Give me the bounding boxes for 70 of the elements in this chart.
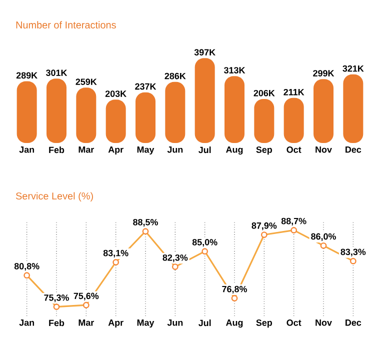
data-label: 88,7% bbox=[281, 218, 306, 226]
x-tick-label: Jul bbox=[198, 146, 211, 154]
bar bbox=[224, 76, 245, 143]
chart-title: Service Level (%) bbox=[16, 192, 93, 202]
data-label: 88,5% bbox=[133, 219, 158, 227]
x-tick-label: Jul bbox=[198, 320, 211, 326]
data-label: 203K bbox=[105, 90, 126, 97]
data-label: 313K bbox=[224, 67, 246, 74]
point bbox=[112, 259, 120, 266]
data-label: 76,8% bbox=[222, 286, 247, 294]
data-label: 75,3% bbox=[44, 294, 69, 302]
data-label: 286K bbox=[164, 72, 186, 80]
data-label: 87,9% bbox=[252, 222, 277, 230]
point bbox=[231, 295, 238, 302]
x-tick-label: Feb bbox=[49, 146, 64, 154]
x-tick-label: Aug bbox=[226, 320, 243, 328]
point bbox=[142, 228, 149, 235]
data-label: 206K bbox=[254, 90, 275, 96]
x-tick-label: Jan bbox=[19, 146, 34, 153]
bar bbox=[314, 79, 334, 143]
x-tick-label: May bbox=[137, 320, 154, 328]
x-tick-label: Dec bbox=[346, 146, 362, 153]
x-tick-label: Apr bbox=[108, 146, 124, 155]
point bbox=[172, 264, 178, 270]
point bbox=[350, 258, 356, 264]
bar bbox=[76, 88, 96, 143]
data-label: 85,0% bbox=[192, 239, 218, 247]
data-label: 237K bbox=[135, 83, 156, 90]
data-label: 301K bbox=[46, 70, 68, 76]
data-label: 82,3% bbox=[162, 254, 188, 262]
data-label: 259K bbox=[76, 78, 97, 85]
x-tick-label: Dec bbox=[346, 320, 362, 326]
x-tick-label: Jun bbox=[167, 320, 183, 326]
data-label: 397K bbox=[194, 49, 216, 56]
bar bbox=[46, 78, 66, 143]
x-tick-label: Jan bbox=[19, 320, 34, 326]
x-tick-label: Oct bbox=[286, 146, 302, 153]
x-tick-label: Feb bbox=[49, 320, 64, 326]
x-tick-label: May bbox=[137, 146, 154, 155]
point bbox=[82, 302, 90, 308]
x-tick-label: Sep bbox=[256, 146, 272, 155]
data-label: 83,1% bbox=[103, 250, 128, 258]
point bbox=[260, 232, 268, 238]
data-label: 86,0% bbox=[311, 233, 336, 241]
x-tick-label: Apr bbox=[108, 320, 124, 328]
data-label: 299K bbox=[313, 70, 334, 76]
x-tick-label: Mar bbox=[78, 320, 94, 326]
x-tick-label: Jun bbox=[167, 146, 183, 153]
x-tick-label: Aug bbox=[226, 146, 243, 155]
x-tick-label: Nov bbox=[316, 320, 332, 326]
bar bbox=[194, 58, 215, 143]
data-label: 83,3% bbox=[340, 248, 366, 256]
chart-title: Number of Interactions bbox=[16, 21, 116, 28]
data-label: 75,6% bbox=[74, 292, 99, 300]
point bbox=[202, 248, 208, 255]
x-tick-label: Oct bbox=[286, 320, 302, 326]
bar bbox=[165, 82, 186, 143]
bar bbox=[16, 81, 37, 143]
point bbox=[290, 227, 298, 234]
point bbox=[53, 304, 60, 310]
bar bbox=[343, 74, 364, 143]
data-label: 211K bbox=[284, 88, 304, 96]
data-label: 321K bbox=[342, 65, 364, 72]
data-label: 289K bbox=[16, 72, 38, 79]
point bbox=[320, 242, 327, 249]
x-tick-label: Sep bbox=[256, 320, 272, 328]
data-label: 80,8% bbox=[14, 263, 40, 271]
x-tick-label: Mar bbox=[78, 146, 94, 153]
x-tick-label: Nov bbox=[316, 146, 332, 153]
point bbox=[24, 272, 30, 279]
